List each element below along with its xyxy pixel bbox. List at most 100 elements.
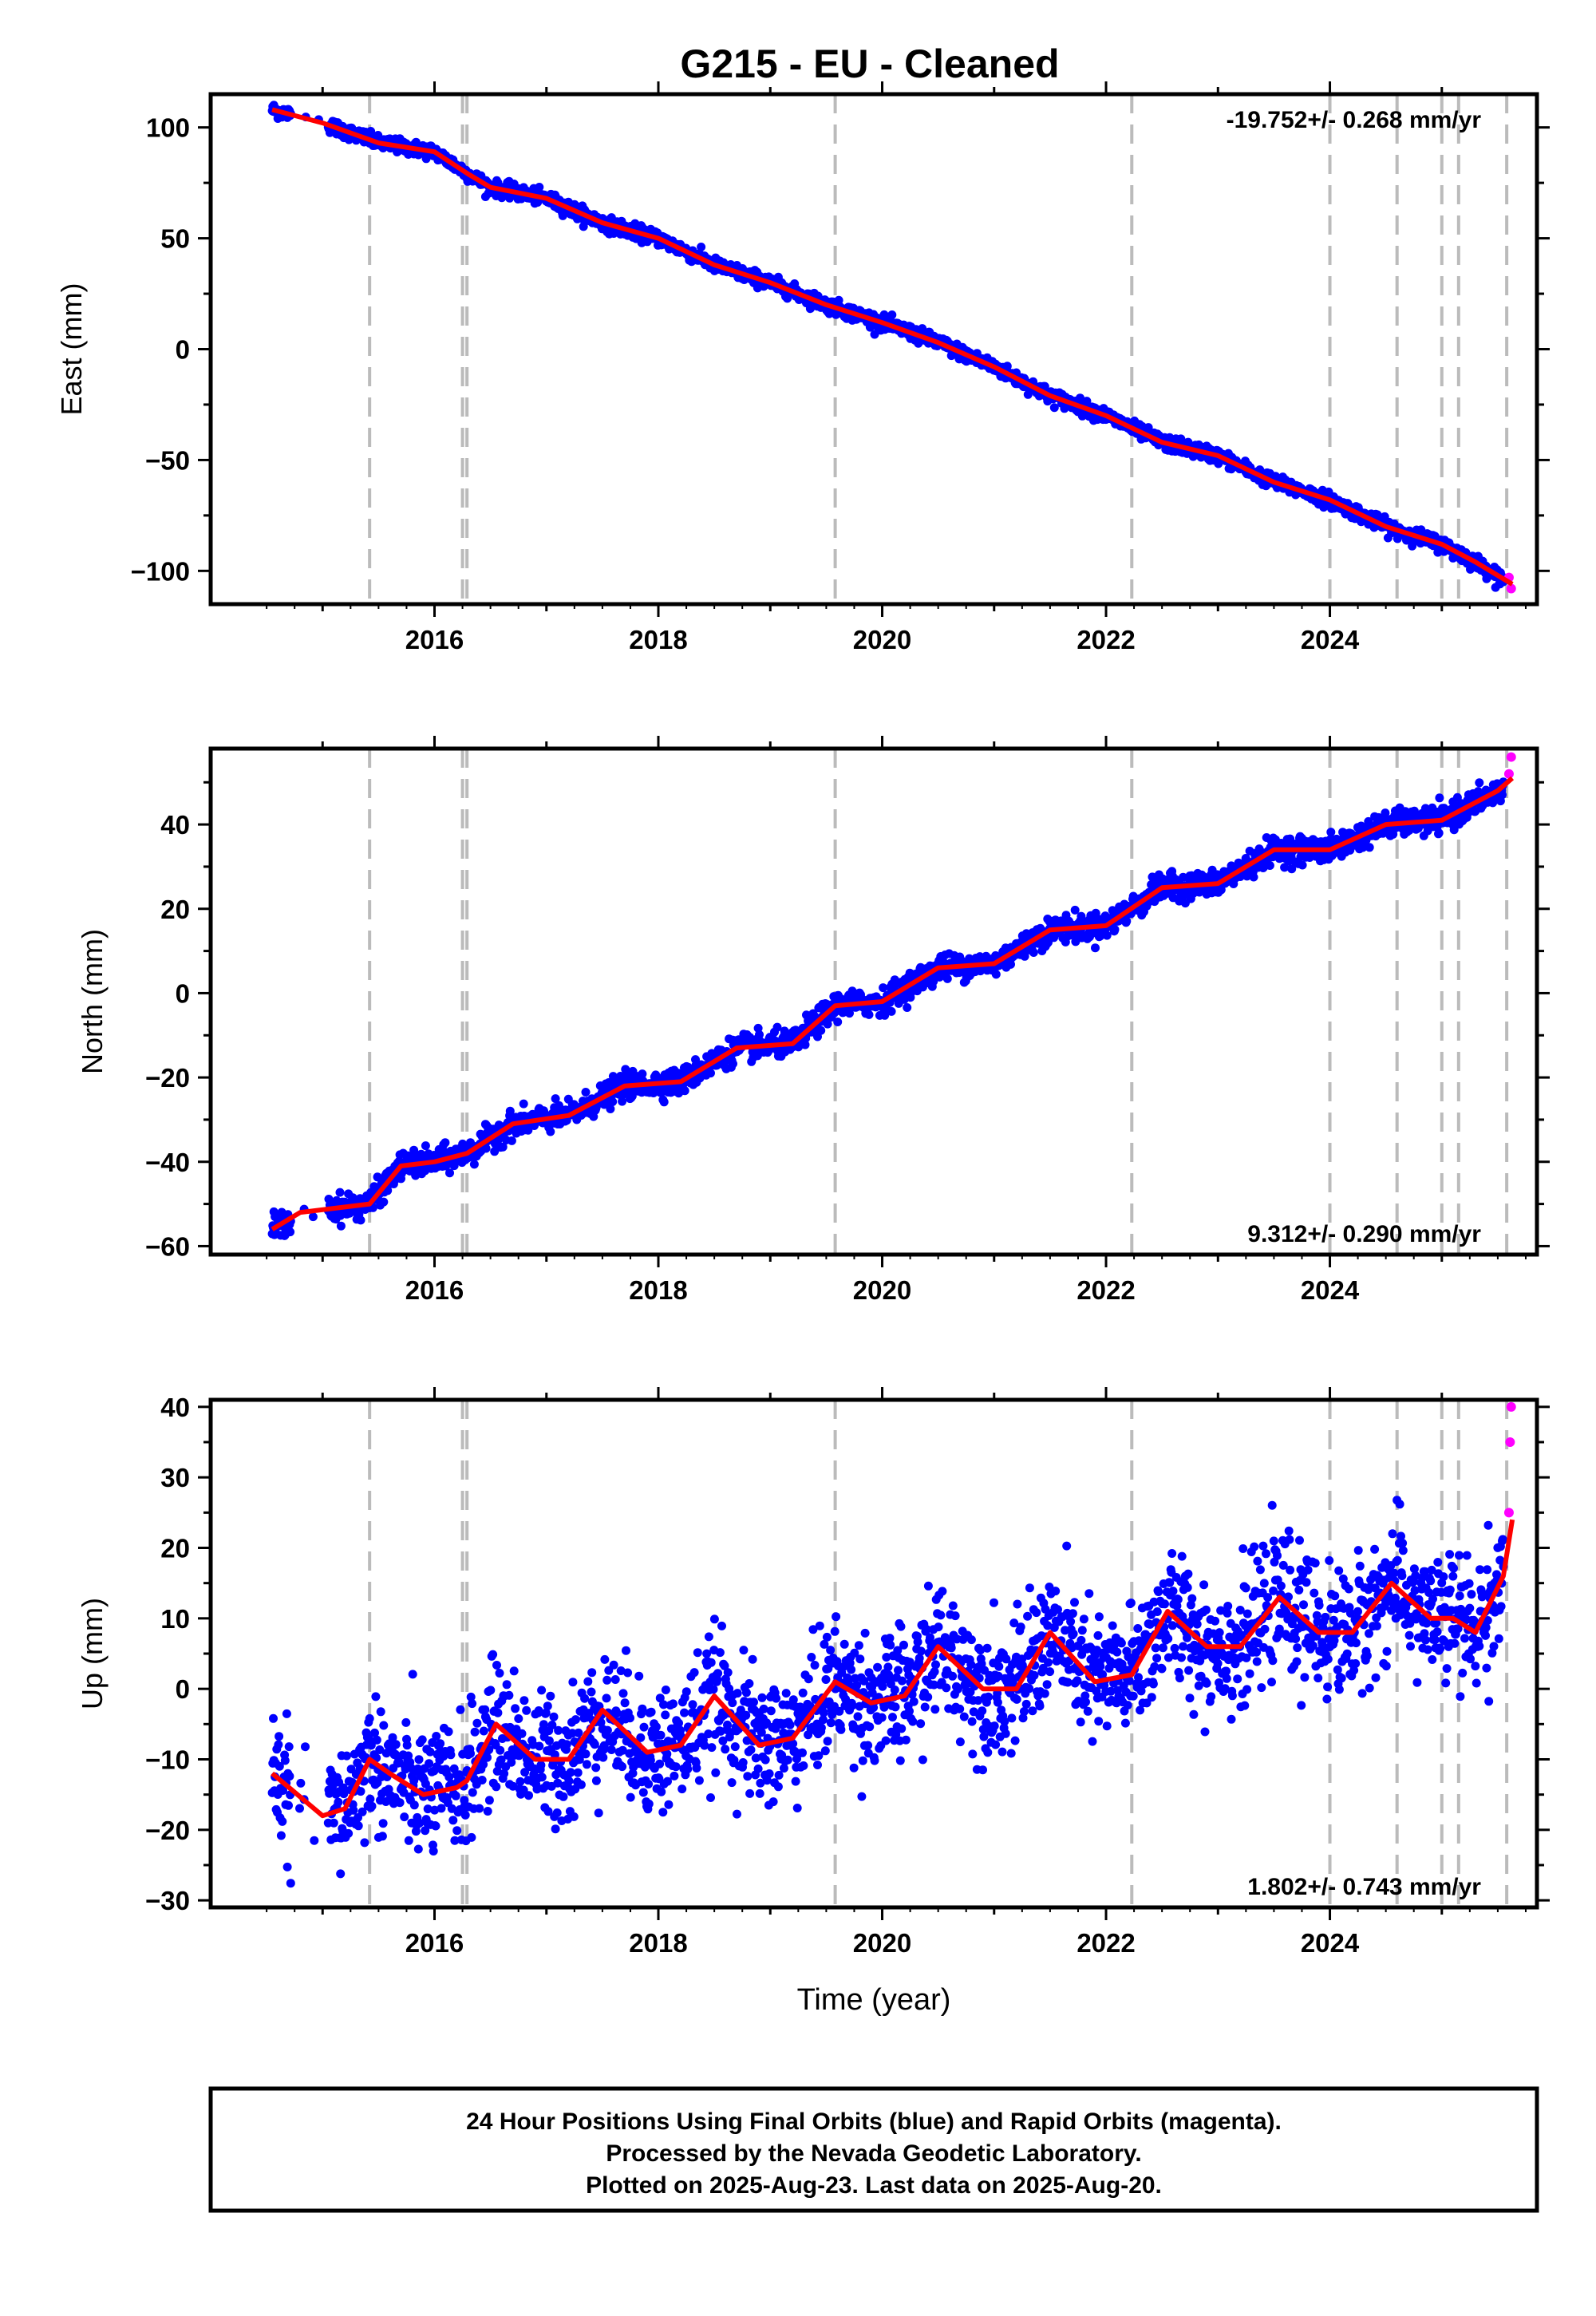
data-point <box>429 1847 438 1856</box>
data-point <box>553 1778 563 1788</box>
data-point <box>278 1816 287 1826</box>
data-point <box>655 1759 665 1769</box>
data-point <box>400 1812 409 1822</box>
data-point <box>1265 861 1274 870</box>
data-point <box>1381 808 1390 818</box>
panel-up: 2016 2018 2020 2022 2024403020100−10−20−30Up… <box>76 1387 1550 2017</box>
x-axis: 2016 2018 2020 2022 2024 <box>266 736 1527 1305</box>
data-point <box>1216 885 1226 895</box>
data-point <box>639 1722 649 1732</box>
data-point <box>618 1745 627 1755</box>
data-point <box>335 1188 345 1197</box>
data-point <box>524 1791 533 1800</box>
data-point <box>451 1791 460 1800</box>
y-tick-label: 0 <box>176 978 190 1008</box>
data-point <box>477 1776 487 1784</box>
data-point <box>622 1646 630 1655</box>
data-point <box>470 1727 480 1737</box>
data-point <box>618 1689 628 1698</box>
data-point <box>1434 828 1444 838</box>
data-point <box>276 1831 286 1840</box>
data-point <box>636 1733 646 1742</box>
data-point <box>378 1819 388 1828</box>
data-point <box>618 1762 627 1772</box>
data-point <box>375 1745 385 1754</box>
data-point <box>414 1755 424 1765</box>
data-point <box>370 1728 379 1737</box>
y-tick-label: 50 <box>160 224 190 254</box>
x-tick-label: 2022 <box>1077 625 1135 654</box>
data-point <box>655 1694 665 1703</box>
data-point <box>344 1828 354 1838</box>
data-point <box>448 1816 458 1825</box>
data-point <box>496 1745 505 1755</box>
data-point <box>520 1768 530 1777</box>
data-point <box>336 1221 346 1231</box>
chart-title: G215 - EU - Cleaned <box>680 41 1059 86</box>
data-point <box>903 1003 912 1012</box>
data-point <box>354 1821 363 1831</box>
rapid-point <box>1503 769 1514 779</box>
data-point <box>388 1733 397 1742</box>
data-point <box>580 1694 590 1703</box>
y-axis-label: North (mm) <box>76 929 109 1074</box>
data-point <box>991 970 1001 979</box>
data-point <box>543 1701 552 1711</box>
data-point <box>425 1759 434 1769</box>
data-point <box>626 1713 634 1723</box>
data-point <box>484 1796 494 1805</box>
data-point <box>755 1030 764 1039</box>
data-point <box>581 1749 591 1759</box>
data-point <box>274 1740 283 1749</box>
event-lines <box>368 749 1509 1255</box>
data-point <box>1110 925 1120 935</box>
plot-frame <box>208 92 1539 607</box>
data-point <box>466 1749 475 1758</box>
data-point <box>404 1836 413 1845</box>
data-point <box>569 1812 579 1821</box>
data-point <box>535 1741 544 1751</box>
data-point <box>508 1781 518 1791</box>
data-point <box>371 1692 381 1701</box>
data-point <box>659 1700 668 1709</box>
data-point <box>275 1761 284 1771</box>
data-point <box>519 1099 528 1109</box>
data-point <box>466 1692 476 1701</box>
data-point <box>367 1801 377 1811</box>
y-tick-label: 20 <box>160 895 190 924</box>
data-point <box>511 1704 520 1713</box>
data-point <box>409 1800 419 1810</box>
data-point <box>657 1787 666 1796</box>
data-point <box>516 1777 525 1786</box>
data-point <box>552 1808 562 1817</box>
data-point <box>562 1740 571 1749</box>
x-tick-label: 2018 <box>629 1275 687 1305</box>
data-point <box>600 1654 610 1664</box>
data-point <box>444 1773 454 1782</box>
data-point <box>626 1792 635 1802</box>
data-point <box>437 1804 446 1813</box>
data-point <box>295 1804 304 1813</box>
data-point <box>1498 790 1507 800</box>
data-point <box>537 1773 547 1782</box>
data-point <box>379 1197 389 1207</box>
data-point <box>610 1675 620 1684</box>
data-point <box>551 1824 560 1834</box>
data-point <box>522 1705 531 1715</box>
data-point <box>621 1065 630 1074</box>
y-tick-label: 40 <box>160 810 190 840</box>
y-tick-label: −20 <box>145 1063 190 1093</box>
data-point <box>492 1661 501 1670</box>
data-point <box>551 1094 560 1104</box>
data-point <box>329 1818 338 1828</box>
event-lines <box>368 1400 1509 1907</box>
data-point <box>587 1687 596 1697</box>
data-point <box>658 1808 668 1817</box>
data-point <box>301 1742 310 1752</box>
data-point <box>651 1722 661 1732</box>
data-point <box>285 1772 294 1781</box>
data-point <box>492 1766 502 1776</box>
data-point <box>1326 828 1336 837</box>
